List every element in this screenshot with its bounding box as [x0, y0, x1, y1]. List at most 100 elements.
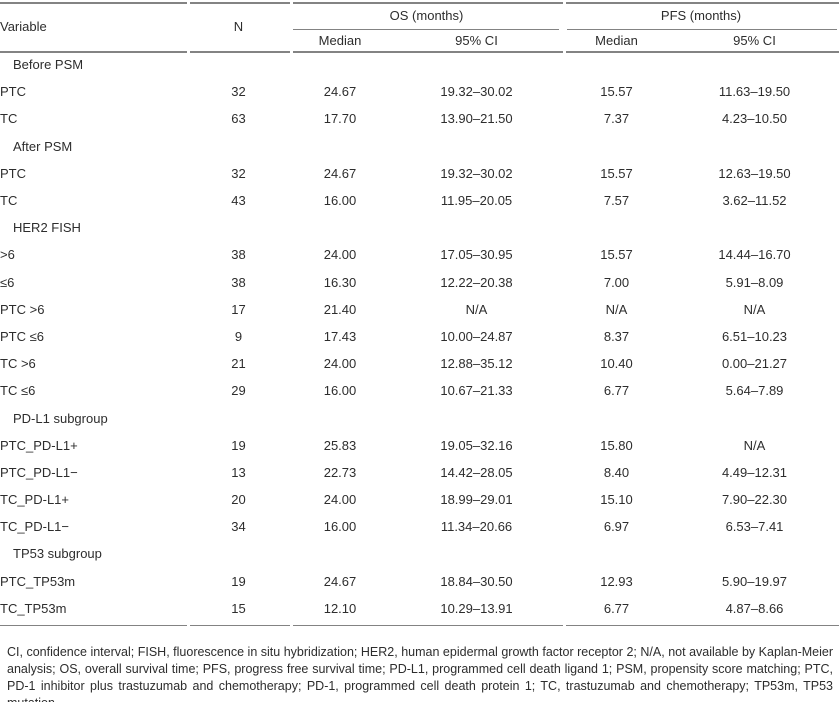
pfs-median-cell	[563, 51, 670, 78]
n-cell: 29	[231, 383, 246, 399]
variable-cell: ≤6	[0, 274, 15, 290]
pfs-ci-cell: 4.87–8.66	[725, 600, 784, 616]
n-cell: 63	[231, 111, 246, 127]
os-median-cell	[290, 133, 390, 160]
variable-cell: PTC >6	[0, 301, 45, 317]
pfs-median-cell: 8.40	[603, 464, 630, 480]
os-ci-cell	[390, 214, 563, 241]
table-body: Before PSM PTC 32 24.67 19.32–30.02 15.5…	[0, 51, 839, 622]
pfs-ci-cell: 6.53–7.41	[725, 519, 784, 535]
os-median-cell: 17.43	[323, 328, 357, 344]
table-row: TC 63 17.70 13.90–21.50 7.37 4.23–10.50	[0, 105, 839, 132]
column-group-os: OS (months)	[389, 8, 464, 23]
pfs-ci-cell: N/A	[743, 301, 766, 317]
pfs-ci-cell: 6.51–10.23	[721, 328, 788, 344]
pfs-ci-cell	[670, 133, 839, 160]
column-header-pfs-ci: 95% CI	[733, 32, 776, 48]
os-median-cell	[290, 214, 390, 241]
pfs-ci-cell	[670, 540, 839, 567]
variable-cell: Before PSM	[13, 57, 84, 73]
os-ci-cell	[390, 51, 563, 78]
pfs-ci-cell: 12.63–19.50	[718, 165, 791, 181]
pfs-median-cell	[563, 214, 670, 241]
os-median-cell: 24.67	[323, 165, 357, 181]
variable-cell: TC_TP53m	[0, 600, 67, 616]
n-cell: 38	[231, 247, 246, 263]
header-bottom-rule	[190, 51, 290, 53]
table-group-row: HER2 FISH	[0, 214, 839, 241]
os-median-cell: 24.00	[323, 492, 357, 508]
pfs-ci-cell: 14.44–16.70	[718, 247, 791, 263]
os-ci-cell: 12.22–20.38	[440, 274, 513, 290]
os-median-cell	[290, 540, 390, 567]
pfs-median-cell: 15.57	[600, 247, 633, 263]
pfs-median-cell: 7.37	[603, 111, 630, 127]
pfs-ci-cell: 11.63–19.50	[718, 84, 791, 100]
table-group-row: PD-L1 subgroup	[0, 404, 839, 431]
column-header-os-median: Median	[318, 32, 362, 48]
n-cell: 19	[231, 573, 246, 589]
os-ci-cell	[390, 404, 563, 431]
os-ci-cell	[390, 133, 563, 160]
variable-cell: TC_PD-L1−	[0, 519, 69, 535]
pfs-median-cell: N/A	[605, 301, 628, 317]
os-ci-cell: 14.42–28.05	[440, 464, 513, 480]
n-cell: 15	[231, 600, 246, 616]
pfs-ci-cell	[670, 214, 839, 241]
n-cell: 13	[231, 464, 246, 480]
n-cell: 32	[231, 84, 246, 100]
variable-cell: TP53 subgroup	[13, 546, 102, 562]
table-group-row: TP53 subgroup	[0, 540, 839, 567]
table-row: >6 38 24.00 17.05–30.95 15.57 14.44–16.7…	[0, 241, 839, 268]
n-cell: 9	[234, 328, 243, 344]
column-header-n: N	[233, 19, 244, 34]
table-bottom-rule	[566, 625, 839, 626]
table-bottom-rule	[190, 625, 290, 626]
pfs-median-cell: 12.93	[600, 573, 633, 589]
pfs-median-cell: 7.00	[603, 274, 630, 290]
variable-cell: TC_PD-L1+	[0, 492, 69, 508]
os-median-cell: 24.00	[323, 356, 357, 372]
pfs-ci-cell: 0.00–21.27	[721, 356, 788, 372]
os-median-cell: 16.00	[323, 193, 357, 209]
os-group-underline	[293, 29, 559, 30]
pfs-median-cell: 15.57	[600, 165, 633, 181]
os-median-cell	[290, 404, 390, 431]
pfs-median-cell: 7.57	[603, 193, 630, 209]
pfs-ci-cell: 3.62–11.52	[722, 193, 787, 209]
n-cell: 34	[231, 519, 246, 535]
column-header-variable: Variable	[0, 19, 47, 34]
n-cell: 32	[231, 165, 246, 181]
os-ci-cell: 10.29–13.91	[440, 600, 513, 616]
os-ci-cell: 19.32–30.02	[440, 165, 513, 181]
table-group-row: Before PSM	[0, 51, 839, 78]
variable-cell: PTC ≤6	[0, 328, 44, 344]
pfs-ci-cell	[670, 51, 839, 78]
table-row: TC ≤6 29 16.00 10.67–21.33 6.77 5.64–7.8…	[0, 377, 839, 404]
pfs-median-cell: 6.97	[603, 519, 630, 535]
n-cell: 43	[231, 193, 246, 209]
pfs-median-cell: 15.57	[600, 84, 633, 100]
variable-cell: TC	[0, 111, 18, 127]
pfs-ci-cell	[670, 404, 839, 431]
os-median-cell: 12.10	[323, 600, 357, 616]
table-top-rule	[566, 2, 839, 4]
os-ci-cell: 10.67–21.33	[440, 383, 513, 399]
table-row: TC_TP53m 15 12.10 10.29–13.91 6.77 4.87–…	[0, 595, 839, 622]
table-row: PTC >6 17 21.40 N/A N/A N/A	[0, 296, 839, 323]
os-ci-cell: 11.95–20.05	[440, 193, 513, 209]
os-ci-cell	[390, 540, 563, 567]
pfs-ci-cell: 5.91–8.09	[725, 274, 784, 290]
os-median-cell: 17.70	[323, 111, 357, 127]
n-cell: 21	[231, 356, 246, 372]
n-cell	[187, 214, 290, 241]
table-bottom-rule	[293, 625, 563, 626]
os-median-cell: 16.30	[323, 274, 357, 290]
column-header-pfs-median: Median	[595, 32, 638, 48]
table-row: TC_PD-L1− 34 16.00 11.34–20.66 6.97 6.53…	[0, 513, 839, 540]
os-ci-cell: 10.00–24.87	[440, 328, 513, 344]
n-cell	[187, 404, 290, 431]
os-median-cell: 24.67	[323, 84, 357, 100]
pfs-median-cell	[563, 540, 670, 567]
